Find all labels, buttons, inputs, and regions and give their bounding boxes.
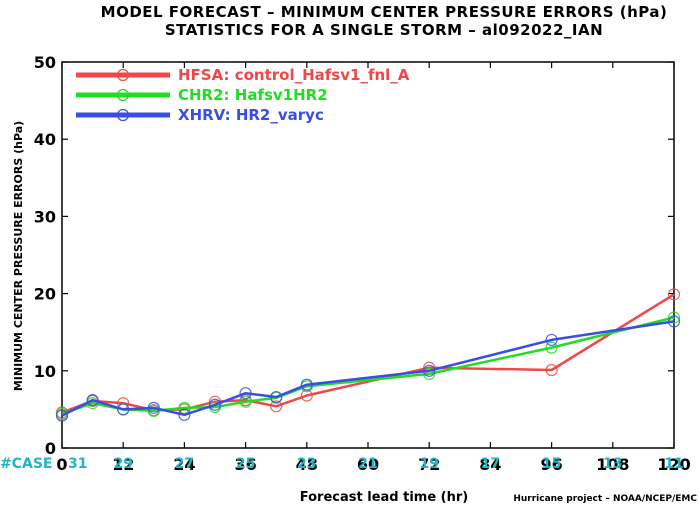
legend-marker <box>116 108 130 122</box>
case-count-row: #CASE 31 29 27 25 23 21 19 17 15 13 11 <box>0 456 684 472</box>
y-tick-label: 30 <box>34 207 56 226</box>
case-count: 23 <box>297 456 316 472</box>
data-point <box>239 395 252 408</box>
x-tick-label: 0 <box>56 455 67 474</box>
data-point <box>117 403 130 416</box>
case-count: 27 <box>175 456 194 472</box>
data-point <box>667 315 681 328</box>
case-count: 17 <box>481 456 500 472</box>
data-point <box>178 401 191 414</box>
series-line <box>61 293 675 414</box>
y-tick-label: 10 <box>34 362 56 381</box>
legend-label: CHR2: Hafsv1HR2 <box>178 86 328 104</box>
case-count: 29 <box>113 456 132 472</box>
data-point <box>545 363 558 377</box>
x-tick-label: 72 <box>418 455 440 474</box>
data-point <box>270 400 283 413</box>
plot-frame <box>61 61 675 449</box>
x-axis-label: Forecast lead time (hr) <box>300 490 468 505</box>
case-count: 21 <box>358 456 377 472</box>
data-point <box>300 378 313 391</box>
legend-marker <box>116 68 130 82</box>
x-tick-label: 12 <box>112 455 134 474</box>
data-point <box>178 408 191 421</box>
series-group <box>55 288 681 422</box>
series-line <box>61 320 675 417</box>
credit-text: Hurricane project – NOAA/NCEP/EMC <box>513 494 697 504</box>
x-tick-label: 108 <box>596 455 629 474</box>
case-label: #CASE <box>0 456 53 472</box>
case-count: 13 <box>603 456 622 472</box>
data-point <box>545 333 558 347</box>
series-3 <box>55 315 681 422</box>
x-tick-label: 60 <box>357 455 379 474</box>
x-tick-label: 24 <box>173 455 195 474</box>
data-point <box>545 341 558 354</box>
y-tick-label: 20 <box>34 285 56 304</box>
data-point <box>423 367 436 380</box>
x-tick-label: 84 <box>479 455 501 474</box>
legend-label: HFSA: control_Hafsv1_fnl_A <box>178 66 410 84</box>
data-point <box>86 394 99 407</box>
case-count: 25 <box>236 456 255 472</box>
data-point <box>147 401 160 414</box>
chart-title: MODEL FORECAST – MINIMUM CENTER PRESSURE… <box>101 3 668 21</box>
x-tick-label: 36 <box>234 455 256 474</box>
data-point <box>55 409 69 422</box>
data-point <box>667 311 681 324</box>
plot-area <box>61 61 675 449</box>
x-tick-label: 96 <box>540 455 562 474</box>
y-axis-label: MINIMUM CENTER PRESSURE ERRORS (hPa) <box>12 121 25 391</box>
legend-item: CHR2: Hafsv1HR2 <box>76 86 328 104</box>
data-point <box>423 364 436 377</box>
y-tick-label: 50 <box>34 53 56 72</box>
data-point <box>667 288 681 301</box>
case-count: 11 <box>664 456 683 472</box>
legend-item: HFSA: control_Hafsv1_fnl_A <box>76 66 410 84</box>
x-tick-label: 120 <box>657 455 690 474</box>
case-count: 19 <box>419 456 438 472</box>
data-point <box>208 398 222 411</box>
legend-item: XHRV: HR2_varyc <box>76 106 324 124</box>
case-count: 15 <box>542 456 561 472</box>
chart-subtitle: STATISTICS FOR A SINGLE STORM – al092022… <box>165 21 603 39</box>
x-axis: 0 12 24 36 48 60 72 84 96 108 120 <box>56 62 691 474</box>
data-point <box>270 390 283 404</box>
y-axis: 0 10 20 30 40 50 <box>34 53 674 458</box>
data-point <box>239 387 252 400</box>
series-line <box>61 316 675 416</box>
data-point <box>147 404 160 418</box>
legend: HFSA: control_Hafsv1_fnl_A CHR2: Hafsv1HR… <box>76 66 410 124</box>
x-tick-label: 48 <box>296 455 318 474</box>
series-1 <box>55 288 681 419</box>
y-tick-label: 40 <box>34 130 56 149</box>
legend-label: XHRV: HR2_varyc <box>178 106 324 124</box>
case-count: 31 <box>68 456 87 472</box>
y-tick-label: 0 <box>45 439 56 458</box>
legend-marker <box>116 88 130 102</box>
